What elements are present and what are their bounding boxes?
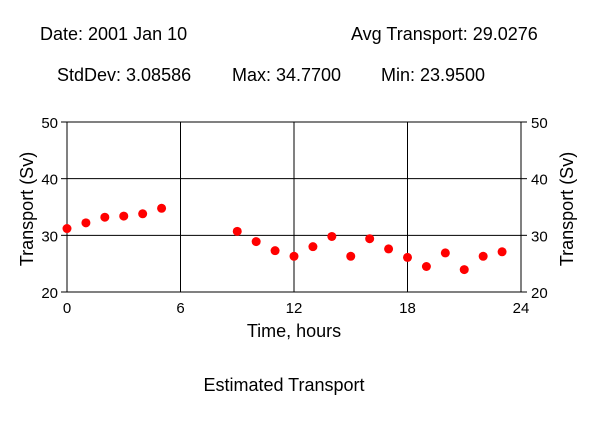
- data-point: [384, 244, 394, 254]
- y-tick-label-right: 20: [531, 285, 548, 302]
- data-point: [497, 247, 507, 257]
- y-tick-label-left: 50: [41, 115, 58, 132]
- x-tick-label: 0: [63, 300, 71, 317]
- x-tick-label: 18: [399, 300, 416, 317]
- avg-transport-label: Avg Transport: 29.0276: [351, 24, 538, 44]
- min-label: Min: 23.9500: [381, 65, 486, 85]
- y-tick-label-right: 30: [531, 228, 548, 245]
- data-point: [100, 212, 110, 222]
- date-label: Date: 2001 Jan 10: [40, 24, 188, 44]
- data-point: [403, 252, 412, 262]
- data-point: [478, 251, 488, 261]
- data-point: [459, 265, 469, 275]
- data-point: [289, 251, 299, 261]
- x-tick-label: 24: [513, 300, 530, 317]
- y-tick-label-left: 20: [41, 285, 58, 302]
- data-point: [157, 203, 167, 213]
- y-tick-label-left: 30: [41, 228, 58, 245]
- x-tick-label: 12: [286, 300, 303, 317]
- y-tick-label-right: 40: [531, 172, 548, 189]
- y-tick-label-right: 50: [531, 115, 548, 132]
- data-point: [270, 246, 280, 256]
- data-point: [308, 242, 318, 252]
- stddev-label: StdDev: 3.08586: [57, 65, 192, 85]
- data-point: [346, 251, 356, 261]
- data-points: [62, 203, 507, 275]
- y-axis-label-left: Transport (Sv): [17, 152, 37, 266]
- data-point: [251, 237, 261, 247]
- y-tick-label-left: 40: [41, 172, 58, 189]
- data-point: [232, 226, 242, 236]
- data-point: [365, 234, 375, 244]
- y-axis-label-right: Transport (Sv): [557, 152, 577, 266]
- max-label: Max: 34.7700: [232, 65, 342, 85]
- data-point: [62, 224, 72, 234]
- data-point: [138, 209, 148, 219]
- data-point: [327, 231, 337, 241]
- data-point: [440, 248, 450, 258]
- chart-title: Estimated Transport: [203, 375, 364, 395]
- data-point: [119, 211, 129, 221]
- data-point: [421, 262, 431, 271]
- grid-lines: [67, 122, 521, 292]
- x-tick-label: 6: [176, 300, 184, 317]
- data-point: [81, 218, 91, 228]
- x-axis-label: Time, hours: [247, 321, 341, 341]
